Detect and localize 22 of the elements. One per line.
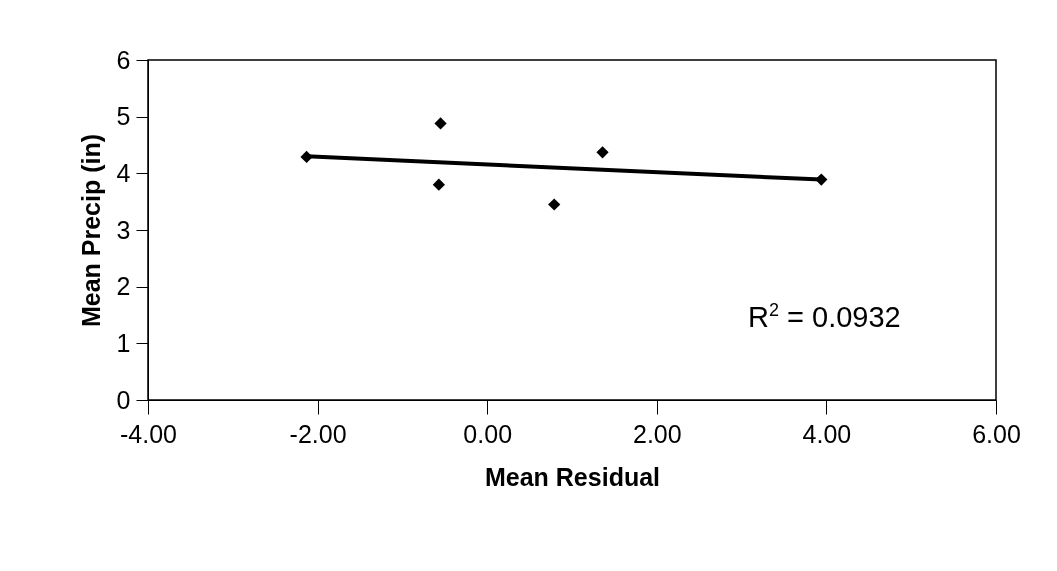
x-tick-label: 2.00: [632, 419, 682, 448]
point: [434, 117, 447, 130]
x-axis-title: Mean Residual: [484, 462, 661, 491]
annotation: R$^{2}$ = 0.0932: [748, 300, 901, 334]
x-tick-label: -4.00: [120, 419, 177, 448]
x-tick-label: -2.00: [289, 419, 347, 448]
x-tick-label: 6.00: [972, 419, 1021, 448]
y-axis-title: Mean Precip (in): [76, 133, 105, 328]
point: [300, 150, 313, 164]
x-tick-label: 0.00: [463, 419, 513, 448]
y-tick-label: 1: [116, 328, 131, 357]
point: [432, 178, 445, 191]
x-tick-label: 4.00: [802, 419, 852, 448]
y-tick-label: 5: [116, 102, 131, 131]
point: [596, 146, 609, 159]
y-tick-label: 0: [116, 385, 131, 414]
y-tick-label: 4: [116, 158, 131, 187]
point: [815, 173, 828, 186]
point: [548, 198, 561, 211]
y-tick-label: 3: [116, 215, 131, 244]
y-tick-label: 2: [116, 272, 131, 301]
y-tick-label: 6: [116, 45, 131, 74]
